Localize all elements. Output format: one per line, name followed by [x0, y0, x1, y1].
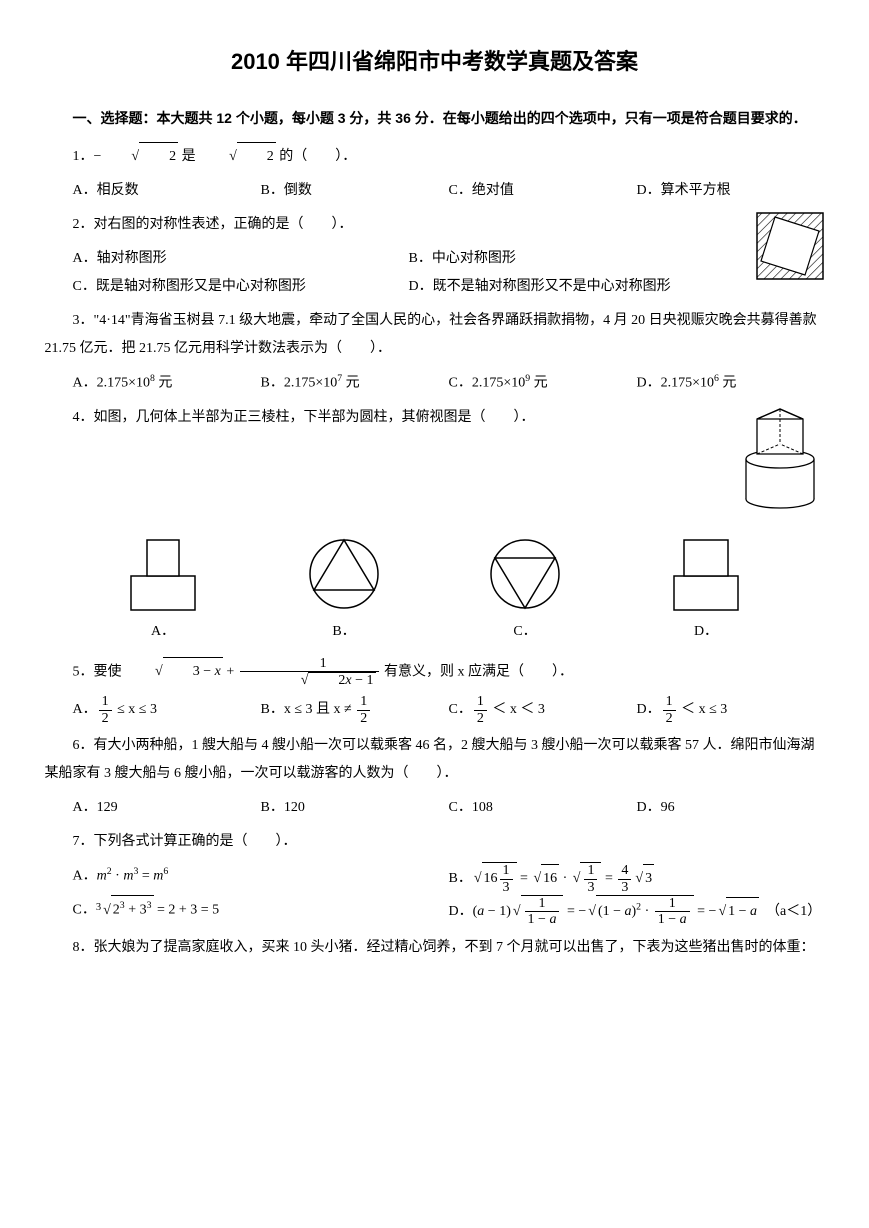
- q3-options: A．2.175×108 元 B．2.175×107 元 C．2.175×109 …: [73, 369, 825, 398]
- q2-options-2: C．既是轴对称图形又是中心对称图形 D．既不是轴对称图形又不是中心对称图形: [73, 273, 745, 301]
- q4-label-c: C．: [435, 618, 616, 646]
- q6-stem: 6．有大小两种船，1 艘大船与 4 艘小船一次可以载乘客 46 名，2 艘大船与…: [45, 732, 825, 788]
- q5-opt-d: D．12 ＜ x ≤ 3: [637, 694, 825, 726]
- q4-stem: 4．如图，几何体上半部为正三棱柱，下半部为圆柱，其俯视图是（ ）．: [45, 404, 825, 432]
- q1-opt-c: C．绝对值: [449, 177, 637, 205]
- q2-options-1: A．轴对称图形 B．中心对称图形: [73, 245, 745, 273]
- q4-labels: A． B． C． D．: [73, 618, 797, 646]
- q5-opt-c: C．12 ＜ x ＜ 3: [449, 694, 637, 726]
- q5-opt-a: A．12 ≤ x ≤ 3: [73, 694, 261, 726]
- q3-opt-c: C．2.175×109 元: [449, 369, 637, 398]
- q6-options: A．129 B．120 C．108 D．96: [73, 794, 825, 822]
- q3-opt-d: D．2.175×106 元: [637, 369, 825, 398]
- q2-opt-a: A．轴对称图形: [73, 245, 409, 273]
- q2-opt-c: C．既是轴对称图形又是中心对称图形: [73, 273, 409, 301]
- q7-opt-b: B．1613 = 16 · 13 = 433: [449, 862, 825, 895]
- q6-opt-c: C．108: [449, 794, 637, 822]
- q6-opt-b: B．120: [261, 794, 449, 822]
- q1-suffix: 的（ ）．: [276, 149, 357, 164]
- q1-options: A．相反数 B．倒数 C．绝对值 D．算术平方根: [73, 177, 825, 205]
- q4-fig-c: [485, 534, 565, 614]
- q7-stem: 7．下列各式计算正确的是（ ）．: [45, 828, 825, 856]
- q7-options-1: A．m2 · m3 = m6 B．1613 = 16 · 13 = 433: [73, 862, 825, 895]
- q1-mid: 是: [178, 149, 199, 164]
- q5-opt-b: B．x ≤ 3 且 x ≠ 12: [261, 694, 449, 726]
- q2-stem: 2．对右图的对称性表述，正确的是（ ）．: [45, 211, 825, 239]
- q1-opt-b: B．倒数: [261, 177, 449, 205]
- sqrt-icon: 2: [101, 142, 178, 171]
- q1-stem: 1．−2 是 2 的（ ）．: [45, 142, 825, 171]
- q4-fig-d: [666, 534, 746, 614]
- q1-prefix: 1．−: [73, 149, 102, 164]
- q5-prefix: 5．要使: [73, 664, 126, 679]
- q6-opt-d: D．96: [637, 794, 825, 822]
- q5-options: A．12 ≤ x ≤ 3 B．x ≤ 3 且 x ≠ 12 C．12 ＜ x ＜…: [73, 694, 825, 726]
- q3-opt-a: A．2.175×108 元: [73, 369, 261, 398]
- q4-label-a: A．: [73, 618, 254, 646]
- sqrt-icon: 2: [199, 142, 276, 171]
- q7-options-2: C．323 + 33 = 2 + 3 = 5 D．(a − 1)11 − a =…: [73, 895, 825, 928]
- q4-label-d: D．: [616, 618, 797, 646]
- q6-opt-a: A．129: [73, 794, 261, 822]
- q1-opt-a: A．相反数: [73, 177, 261, 205]
- q4-label-b: B．: [254, 618, 435, 646]
- q4-fig-a: [123, 534, 203, 614]
- section-header: 一、选择题：本大题共 12 个小题，每小题 3 分，共 36 分．在每小题给出的…: [45, 104, 825, 132]
- q5-suffix: 有意义，则 x 应满足（ ）．: [381, 664, 574, 679]
- q7-opt-d: D．(a − 1)11 − a = −(1 − a)2 · 11 − a = −…: [449, 895, 825, 928]
- q3-opt-b: B．2.175×107 元: [261, 369, 449, 398]
- q4-figure-row: [73, 534, 797, 614]
- page-title: 2010 年四川省绵阳市中考数学真题及答案: [45, 40, 825, 84]
- q1-opt-d: D．算术平方根: [637, 177, 825, 205]
- q8-stem: 8．张大娘为了提高家庭收入，买来 10 头小猪．经过精心饲养，不到 7 个月就可…: [45, 934, 825, 962]
- q3-stem: 3．"4·14"青海省玉树县 7.1 级大地震，牵动了全国人民的心，社会各界踊跃…: [45, 307, 825, 363]
- q2-opt-b: B．中心对称图形: [409, 245, 745, 273]
- q4-fig-b: [304, 534, 384, 614]
- q7-opt-a: A．m2 · m3 = m6: [73, 862, 449, 895]
- q5-stem: 5．要使 3 − x + 12x − 1 有意义，则 x 应满足（ ）．: [45, 656, 825, 689]
- q7-opt-c: C．323 + 33 = 2 + 3 = 5: [73, 895, 449, 928]
- fraction-icon: 12x − 1: [240, 656, 379, 689]
- sqrt-icon: 3 − x: [125, 657, 223, 686]
- q2-opt-d: D．既不是轴对称图形又不是中心对称图形: [409, 273, 745, 301]
